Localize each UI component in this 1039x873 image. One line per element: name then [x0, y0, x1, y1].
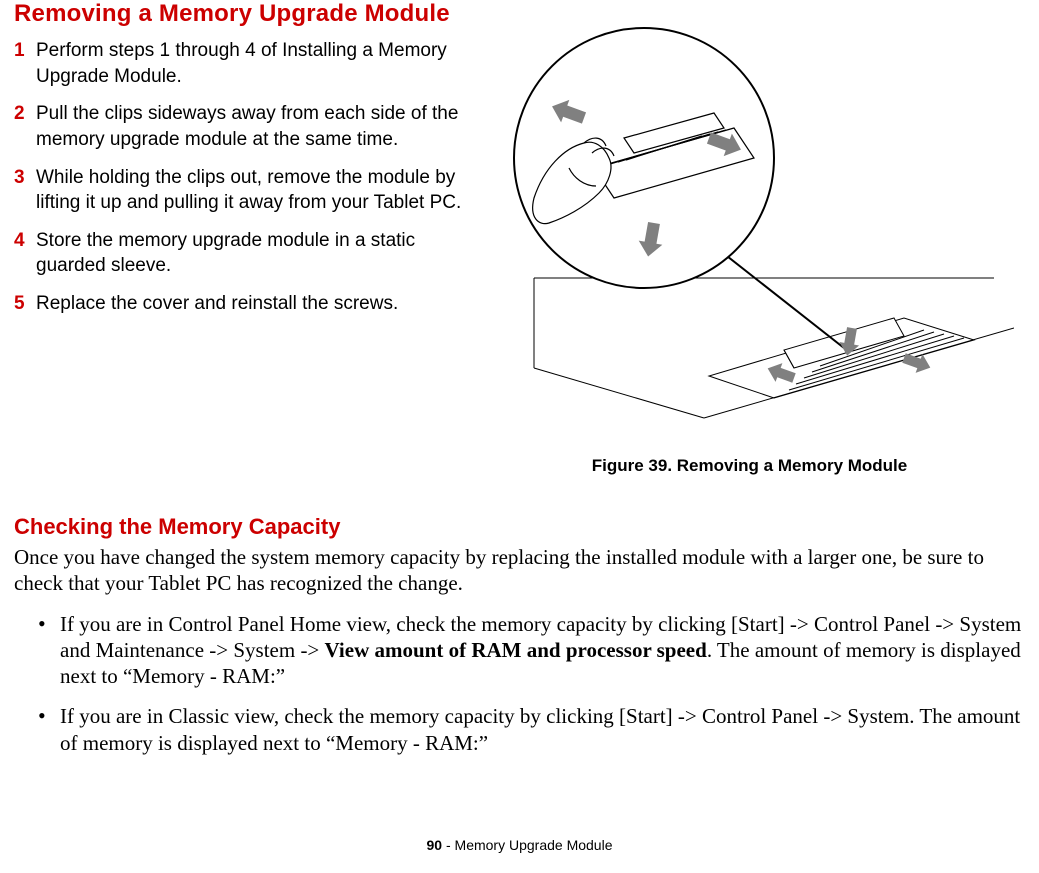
- intro-paragraph: Once you have changed the system memory …: [14, 544, 1025, 597]
- step-number: 1: [14, 38, 36, 64]
- step-number: 3: [14, 165, 36, 191]
- step-text: Replace the cover and reinstall the scre…: [36, 291, 474, 317]
- bullet-text: If you are in Control Panel Home view, c…: [60, 611, 1025, 690]
- bullet-item: • If you are in Classic view, check the …: [38, 703, 1025, 756]
- step-item: 1 Perform steps 1 through 4 of Installin…: [14, 38, 474, 89]
- step-number: 5: [14, 291, 36, 317]
- bullet-icon: •: [38, 703, 60, 727]
- step-number: 4: [14, 228, 36, 254]
- bullet-list: • If you are in Control Panel Home view,…: [38, 611, 1025, 756]
- step-item: 3 While holding the clips out, remove th…: [14, 165, 474, 216]
- bullet-text: If you are in Classic view, check the me…: [60, 703, 1025, 756]
- step-text: Store the memory upgrade module in a sta…: [36, 228, 474, 279]
- step-number: 2: [14, 101, 36, 127]
- step-item: 2 Pull the clips sideways away from each…: [14, 101, 474, 152]
- bullet-icon: •: [38, 611, 60, 635]
- step-text: Perform steps 1 through 4 of Installing …: [36, 38, 474, 89]
- step-text: While holding the clips out, remove the …: [36, 165, 474, 216]
- footer-title: Memory Upgrade Module: [455, 837, 613, 853]
- figure-removing-memory: [474, 18, 1014, 448]
- step-text: Pull the clips sideways away from each s…: [36, 101, 474, 152]
- step-item: 5 Replace the cover and reinstall the sc…: [14, 291, 474, 317]
- steps-list: 1 Perform steps 1 through 4 of Installin…: [14, 38, 474, 317]
- section-title-removing: Removing a Memory Upgrade Module: [14, 0, 474, 28]
- section-title-checking: Checking the Memory Capacity: [14, 514, 1025, 540]
- bullet-item: • If you are in Control Panel Home view,…: [38, 611, 1025, 690]
- bullet-pre: If you are in Classic view, check the me…: [60, 704, 1020, 754]
- page-footer: 90 - Memory Upgrade Module: [0, 837, 1039, 853]
- step-item: 4 Store the memory upgrade module in a s…: [14, 228, 474, 279]
- page-number: 90: [427, 837, 443, 853]
- bullet-bold: View amount of RAM and processor speed: [325, 638, 707, 662]
- figure-caption: Figure 39. Removing a Memory Module: [474, 456, 1025, 476]
- footer-separator: -: [442, 837, 454, 853]
